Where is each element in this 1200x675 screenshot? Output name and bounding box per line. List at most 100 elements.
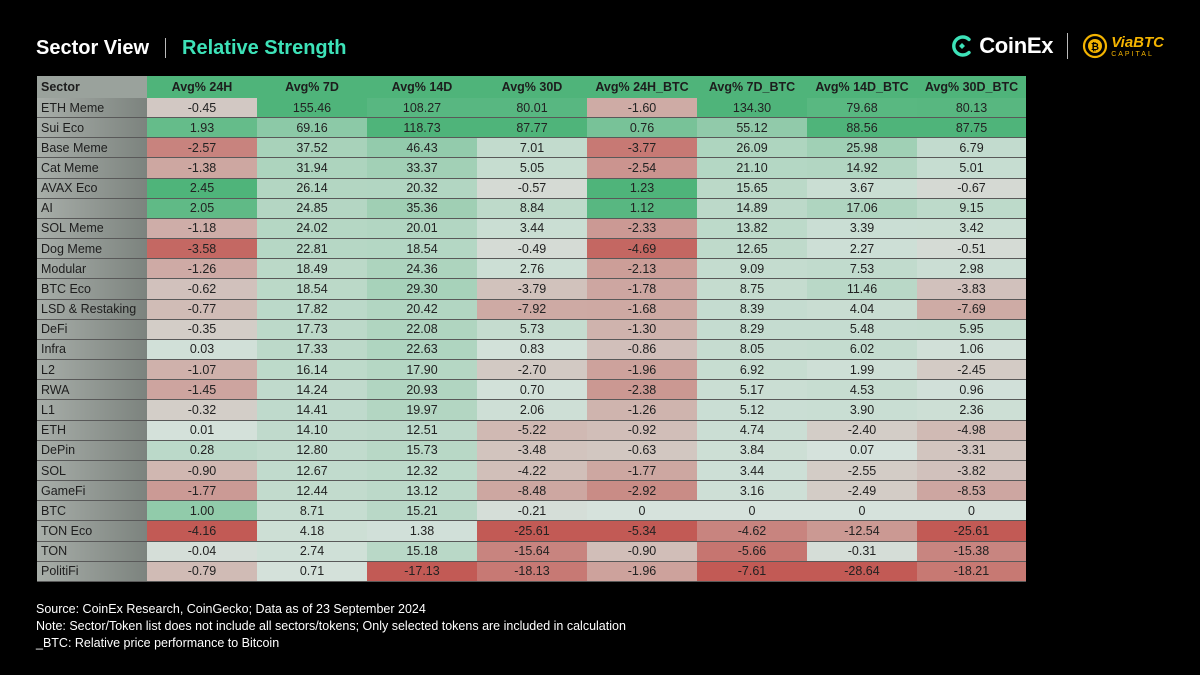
heatmap-cell: 24.36 <box>367 258 477 280</box>
heatmap-cell: 1.38 <box>367 520 477 542</box>
heatmap-cell: 14.10 <box>257 420 367 441</box>
heatmap-cell: -0.77 <box>147 299 257 320</box>
heatmap-cell: 2.05 <box>147 198 257 219</box>
heatmap-cell: 17.90 <box>367 359 477 381</box>
sector-label: Dog Meme <box>37 238 147 260</box>
viabtc-wordmark: ViaBTC <box>1111 33 1164 51</box>
heatmap-cell: 8.29 <box>697 319 807 340</box>
heatmap-cell: 4.74 <box>697 420 807 441</box>
sector-label: DePin <box>37 440 147 461</box>
heatmap-cell: 3.67 <box>807 178 917 199</box>
heatmap-cell: 15.21 <box>367 500 477 522</box>
heatmap-cell: -1.30 <box>587 319 697 340</box>
heatmap-cell: 7.01 <box>477 137 587 159</box>
table-row: ETH 0.01 14.10 12.51 -5.22 -0.92 4.74 -2.40 -4.9… <box>37 420 1026 441</box>
heatmap-cell: -18.13 <box>477 561 587 583</box>
heatmap-cell: 5.17 <box>697 379 807 401</box>
heatmap-cell: -0.86 <box>587 339 697 361</box>
heatmap-cell: -0.49 <box>477 238 587 260</box>
sector-label: RWA <box>37 379 147 401</box>
table-row: BTC 1.00 8.71 15.21 -0.21 0 0 0 0 <box>37 500 1026 522</box>
heatmap-cell: 26.09 <box>697 137 807 159</box>
title-divider <box>165 38 167 58</box>
heatmap-cell: -1.78 <box>587 278 697 300</box>
coinex-logo-icon <box>952 35 971 57</box>
heatmap-cell: -3.79 <box>477 278 587 300</box>
heatmap-cell: 14.24 <box>257 379 367 401</box>
heatmap-cell: 9.09 <box>697 258 807 280</box>
table-row: AI 2.05 24.85 35.36 8.84 1.12 14.89 17.06 9.15 <box>37 198 1026 219</box>
heatmap-cell: -18.21 <box>917 561 1026 583</box>
data-table: Sector Avg% 24H Avg% 7D Avg% 14D Avg% 30D Avg… <box>37 76 1026 583</box>
heatmap-cell: 5.12 <box>697 399 807 421</box>
heatmap-cell: 4.18 <box>257 520 367 542</box>
heatmap-cell: -3.83 <box>917 278 1026 300</box>
sector-label: BTC <box>37 500 147 522</box>
viabtc-logo: ₿ ViaBTC CAPITAL <box>1082 33 1164 59</box>
heatmap-cell: 0 <box>587 500 697 522</box>
heatmap-cell: -1.38 <box>147 157 257 179</box>
heatmap-cell: 22.63 <box>367 339 477 361</box>
table-row: BTC Eco -0.62 18.54 29.30 -3.79 -1.78 8.75 11.4… <box>37 278 1026 300</box>
heatmap-cell: -1.96 <box>587 359 697 381</box>
table-body: ETH Meme -0.45 155.46 108.27 80.01 -1.60 134.3… <box>37 98 1026 583</box>
heatmap-cell: 4.04 <box>807 299 917 320</box>
column-header: Avg% 14D_BTC <box>807 76 917 98</box>
heatmap-cell: 5.48 <box>807 319 917 340</box>
column-header: Avg% 14D <box>367 76 477 98</box>
column-header: Avg% 24H <box>147 76 257 98</box>
heatmap-cell: -28.64 <box>807 561 917 583</box>
heatmap-cell: 79.68 <box>807 98 917 118</box>
column-header: Avg% 24H_BTC <box>587 76 697 98</box>
table-row: RWA -1.45 14.24 20.93 0.70 -2.38 5.17 4.53 0.96 <box>37 379 1026 401</box>
sector-label: Sui Eco <box>37 117 147 139</box>
heatmap-cell: -2.13 <box>587 258 697 280</box>
heatmap-cell: -25.61 <box>477 520 587 542</box>
heatmap-cell: -4.69 <box>587 238 697 260</box>
heatmap-cell: -1.26 <box>587 399 697 421</box>
heatmap-cell: -1.26 <box>147 258 257 280</box>
heatmap-cell: -1.45 <box>147 379 257 401</box>
heatmap-cell: -2.57 <box>147 137 257 159</box>
heatmap-cell: -8.53 <box>917 480 1026 502</box>
heatmap-cell: 1.93 <box>147 117 257 139</box>
heatmap-cell: 1.00 <box>147 500 257 522</box>
heatmap-cell: -15.64 <box>477 541 587 562</box>
sector-label: AVAX Eco <box>37 178 147 199</box>
heatmap-cell: 12.32 <box>367 460 477 482</box>
heatmap-cell: 20.42 <box>367 299 477 320</box>
heatmap-cell: -0.35 <box>147 319 257 340</box>
sector-label: SOL <box>37 460 147 482</box>
table-row: AVAX Eco 2.45 26.14 20.32 -0.57 1.23 15.65 3.67… <box>37 178 1026 199</box>
heatmap-cell: 8.71 <box>257 500 367 522</box>
heatmap-cell: 3.84 <box>697 440 807 461</box>
heatmap-cell: -1.77 <box>587 460 697 482</box>
heatmap-cell: 87.77 <box>477 117 587 139</box>
heatmap-cell: 0 <box>697 500 807 522</box>
brand-logos: CoinEx ₿ ViaBTC CAPITAL <box>949 30 1164 62</box>
heatmap-cell: 80.01 <box>477 98 587 118</box>
heatmap-cell: -0.62 <box>147 278 257 300</box>
table-row: Cat Meme -1.38 31.94 33.37 5.05 -2.54 21.10 14.… <box>37 157 1026 179</box>
sector-label: L2 <box>37 359 147 381</box>
heatmap-cell: 24.02 <box>257 218 367 240</box>
table-row: SOL -0.90 12.67 12.32 -4.22 -1.77 3.44 -2.55 -3.… <box>37 460 1026 482</box>
heatmap-cell: 25.98 <box>807 137 917 159</box>
heatmap-cell: -7.69 <box>917 299 1026 320</box>
table-row: DePin 0.28 12.80 15.73 -3.48 -0.63 3.84 0.07 -3.… <box>37 440 1026 461</box>
heatmap-cell: 20.93 <box>367 379 477 401</box>
heatmap-cell: -0.57 <box>477 178 587 199</box>
table-row: L1 -0.32 14.41 19.97 2.06 -1.26 5.12 3.90 2.36 <box>37 399 1026 421</box>
coinex-wordmark: CoinEx <box>979 33 1054 58</box>
sector-label: AI <box>37 198 147 219</box>
heatmap-cell: 8.39 <box>697 299 807 320</box>
table-row: Base Meme -2.57 37.52 46.43 7.01 -3.77 26.09 25… <box>37 137 1026 159</box>
heatmap-cell: 11.46 <box>807 278 917 300</box>
heatmap-cell: -2.45 <box>917 359 1026 381</box>
page-title: Sector View <box>36 36 150 59</box>
heatmap-cell: 1.23 <box>587 178 697 199</box>
heatmap-cell: -12.54 <box>807 520 917 542</box>
heatmap-cell: 6.02 <box>807 339 917 361</box>
viabtc-logo-icon: ₿ <box>1083 33 1108 59</box>
heatmap-cell: 0.71 <box>257 561 367 583</box>
